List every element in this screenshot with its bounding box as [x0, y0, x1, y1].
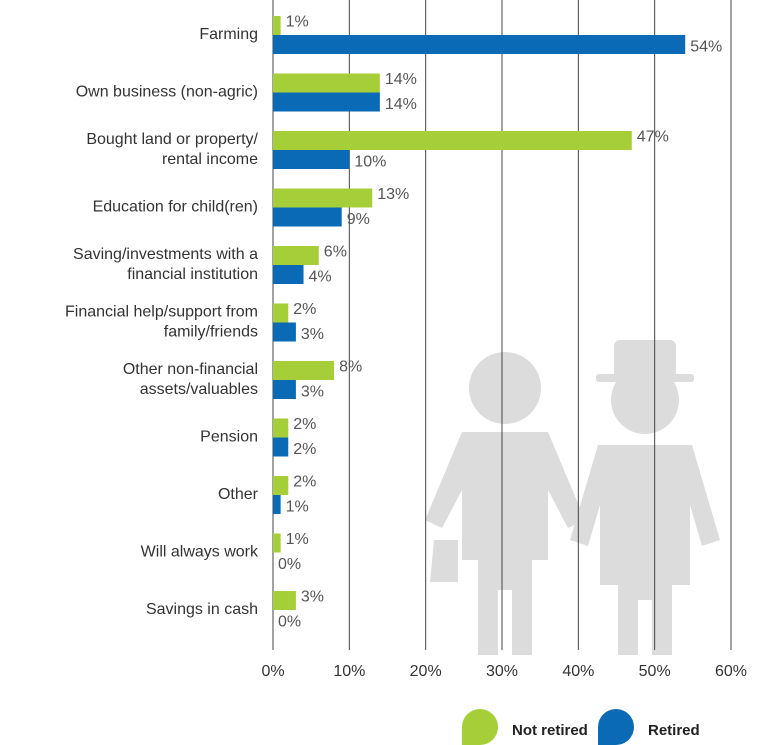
- value-label: 8%: [339, 359, 362, 376]
- value-label: 2%: [293, 474, 316, 491]
- bar: [273, 476, 289, 495]
- bar: [273, 265, 304, 284]
- x-tick-label: 40%: [562, 663, 594, 680]
- value-label: 2%: [293, 416, 316, 433]
- x-tick-label: 0%: [261, 663, 284, 680]
- bar: [273, 303, 289, 323]
- category-label: Other: [218, 486, 259, 503]
- value-label: 6%: [324, 244, 347, 261]
- bar: [273, 131, 632, 150]
- value-label: 3%: [301, 326, 324, 343]
- bar: [273, 246, 319, 265]
- value-label: 10%: [354, 154, 386, 171]
- category-label: Will always work: [141, 544, 259, 561]
- value-label: 3%: [301, 384, 324, 401]
- illustration: [425, 340, 720, 655]
- category-label: Bought land or property/rental income: [86, 131, 258, 168]
- value-label: 9%: [347, 211, 370, 228]
- bar: [273, 322, 296, 342]
- x-tick-label: 50%: [639, 663, 671, 680]
- bar: [273, 361, 335, 380]
- category-label: Financial help/support from family/friend…: [65, 304, 258, 341]
- x-tick-label: 60%: [715, 663, 747, 680]
- category-label: Saving/investments with a financial insti…: [73, 246, 258, 283]
- value-label: 3%: [301, 589, 324, 606]
- value-label: 54%: [690, 39, 722, 56]
- value-label: 1%: [286, 531, 309, 548]
- bar: [273, 380, 296, 399]
- bar: [273, 495, 281, 514]
- value-label: 47%: [637, 129, 669, 146]
- bar: [273, 533, 281, 553]
- legend-label: Retired: [648, 722, 700, 739]
- value-label: 13%: [377, 186, 409, 203]
- bar: [273, 16, 281, 35]
- bar: [273, 150, 350, 169]
- value-label: 4%: [309, 269, 332, 286]
- category-label: Savings in cash: [146, 601, 258, 618]
- value-label: 1%: [286, 499, 309, 516]
- legend-swatch: [598, 709, 634, 745]
- value-label: 2%: [293, 301, 316, 318]
- bar: [273, 73, 380, 93]
- legend-swatch: [462, 709, 498, 745]
- category-label: Own business (non-agric): [76, 84, 258, 101]
- x-tick-label: 30%: [486, 663, 518, 680]
- bar: [273, 591, 296, 610]
- value-label: 1%: [286, 14, 309, 31]
- x-tick-label: 20%: [410, 663, 442, 680]
- value-label: 0%: [278, 614, 301, 631]
- value-label: 14%: [385, 96, 417, 113]
- bar: [273, 35, 686, 54]
- bar: [273, 207, 342, 227]
- category-label: Farming: [199, 26, 258, 43]
- x-tick-label: 10%: [333, 663, 365, 680]
- category-label: Other non-financial assets/valuables: [123, 361, 258, 398]
- value-label: 0%: [278, 556, 301, 573]
- bar: [273, 437, 289, 457]
- bar: [273, 188, 373, 208]
- category-label: Education for child(ren): [93, 199, 258, 216]
- bar: [273, 418, 289, 438]
- bar: [273, 92, 380, 112]
- legend-label: Not retired: [512, 722, 588, 739]
- category-label: Pension: [200, 429, 258, 446]
- value-label: 14%: [385, 71, 417, 88]
- value-label: 2%: [293, 441, 316, 458]
